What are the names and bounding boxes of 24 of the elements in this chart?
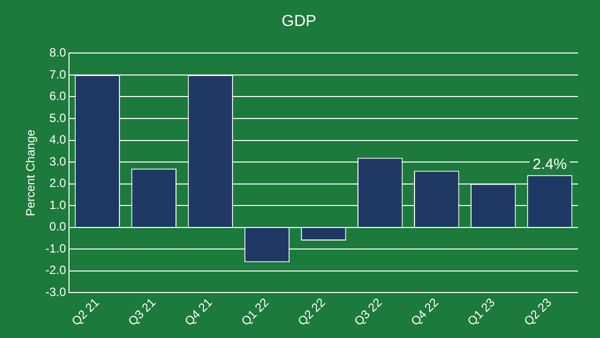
y-tick-label: 8.0 <box>49 46 66 60</box>
y-tick-label: 4.0 <box>49 132 66 147</box>
data-label: 2.4% <box>532 156 567 173</box>
y-tick-label: 7.0 <box>49 67 66 82</box>
x-tick-label: Q4 22 <box>408 295 442 328</box>
chart-title: GDP <box>282 13 316 30</box>
x-tick-label: Q1 23 <box>464 295 498 328</box>
x-tick-label: Q3 22 <box>352 295 385 328</box>
x-tick-label: Q2 22 <box>294 295 328 328</box>
x-tick-label: Q4 21 <box>182 295 216 328</box>
y-tick-label: 3.0 <box>49 154 66 168</box>
x-tick-label: Q1 22 <box>238 295 272 328</box>
y-tick-label: -3.0 <box>45 285 66 300</box>
y-tick-label: -2.0 <box>45 263 66 278</box>
y-tick-label: -1.0 <box>45 241 66 256</box>
y-tick-label: 0.0 <box>49 220 66 234</box>
y-tick-label: 1.0 <box>49 198 66 212</box>
y-axis-title: Percent Change <box>24 129 38 216</box>
y-tick-label: 5.0 <box>49 110 66 125</box>
x-tick-label: Q2 23 <box>521 295 554 328</box>
y-tick-label: 6.0 <box>49 89 66 104</box>
x-tick-label: Q3 21 <box>125 295 159 328</box>
y-tick-label: 2.0 <box>49 176 66 190</box>
x-tick-label: Q2 21 <box>68 295 102 328</box>
